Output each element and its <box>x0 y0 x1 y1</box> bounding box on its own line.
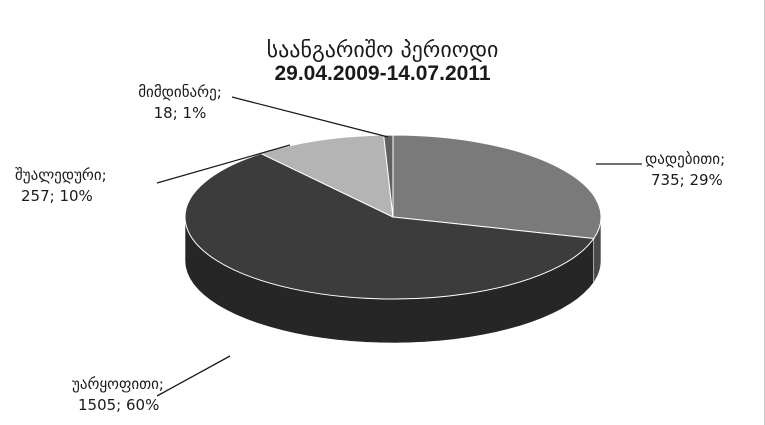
pie-tops <box>184 134 602 300</box>
data-label-value-1: 1505; 60% <box>78 396 159 414</box>
leader-line-2 <box>156 144 291 184</box>
leader-lines <box>156 96 642 397</box>
data-labels: დადებითი; 735; 29% უარყოფითი; 1505; 60% შუალ… <box>15 83 725 414</box>
pie-slice-0 <box>392 134 602 240</box>
pie-slice-3 <box>383 134 394 218</box>
data-label-name-1: უარყოფითი; <box>72 375 164 393</box>
data-label-value-3: 18; 1% <box>154 104 207 122</box>
data-label-name-0: დადებითი; <box>645 150 725 168</box>
leader-line-3 <box>231 96 389 138</box>
chart-subtitle: 29.04.2009-14.07.2011 <box>274 62 491 85</box>
leader-line-1 <box>156 355 231 397</box>
data-label-name-2: შუალედური; <box>15 166 107 184</box>
data-label-value-2: 257; 10% <box>21 187 93 205</box>
data-label-name-3: მიმდინარე; <box>138 83 222 101</box>
data-label-value-0: 735; 29% <box>651 171 723 189</box>
chart-title: საანგარიშო პერიოდი <box>266 38 499 63</box>
pie-slice-1 <box>184 153 595 300</box>
